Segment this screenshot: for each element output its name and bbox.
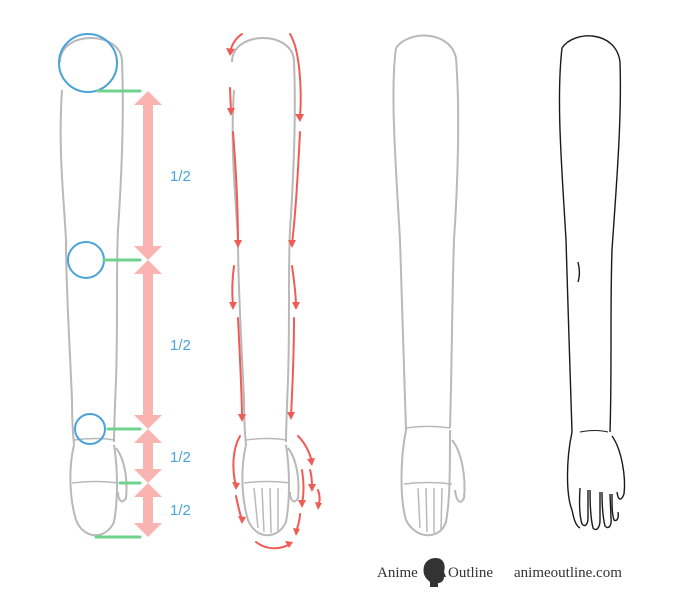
ratio-label-palm: 1/2 <box>170 449 191 466</box>
measure-arrow-upper-arm <box>134 91 162 260</box>
measure-arrow-palm <box>134 429 162 483</box>
final-fingers <box>578 487 619 531</box>
final-arm-inner <box>558 47 573 433</box>
flow-arrow-fingertips <box>255 541 291 550</box>
brand-name-left: Anime <box>377 565 418 581</box>
flow-arrow-thumb <box>297 435 313 463</box>
final-wrist-crease <box>579 430 609 433</box>
panel-proportions: 1/2 1/2 1/2 1/2 <box>58 33 191 539</box>
flow-arrow-hand-left <box>232 435 241 487</box>
wrist-joint-circle <box>74 413 106 445</box>
arm-inner-contour <box>392 47 407 431</box>
final-hand-left <box>566 431 581 529</box>
measure-arrow-forearm <box>134 260 162 429</box>
shoulder-joint-circle <box>58 33 118 93</box>
finger-guide-lines <box>253 487 279 534</box>
panel-final-lineart <box>558 35 626 531</box>
panel-refined-sketch <box>392 34 466 537</box>
ratio-label-forearm: 1/2 <box>170 337 191 354</box>
ratio-label-fingers: 1/2 <box>170 502 191 519</box>
final-elbow-mark <box>577 261 581 283</box>
head-silhouette-icon <box>423 558 446 587</box>
measure-arrow-fingers <box>134 483 162 537</box>
panel-drawing-flow <box>226 33 322 550</box>
flow-arrow-outer-forearm <box>290 317 295 417</box>
flow-arrow-inner-mid <box>232 131 239 245</box>
finger-lines <box>417 487 443 533</box>
brand-url: animeoutline.com <box>514 565 622 581</box>
ratio-label-upper-arm: 1/2 <box>170 168 191 185</box>
flow-arrow-outer-shoulder <box>289 33 302 119</box>
final-arm-outer <box>561 35 622 433</box>
hand-contour <box>400 429 451 537</box>
measure-ticks <box>94 89 142 539</box>
flow-arrow-inner-forearm <box>237 317 243 419</box>
arm-sketch-2 <box>231 37 300 537</box>
knuckle-line <box>403 481 453 485</box>
flow-arrow-inner-elbow <box>231 265 235 307</box>
flow-arrowheads <box>226 48 322 548</box>
arm-outer-contour <box>395 34 460 429</box>
brand-name-right: Outline <box>448 565 493 581</box>
wrist-line <box>405 425 451 429</box>
final-thumb <box>611 435 626 500</box>
thumb-contour <box>451 439 466 503</box>
flow-arrow-outer-mid <box>291 131 301 245</box>
flow-arrow-fingers-right <box>301 469 305 505</box>
flow-arrow-outer-elbow <box>291 265 297 307</box>
brand-footer: Anime Outline animeoutline.com <box>377 558 622 587</box>
elbow-joint-circle <box>67 241 105 279</box>
arm-sketch-1 <box>59 37 128 537</box>
measure-arrows <box>134 91 162 537</box>
